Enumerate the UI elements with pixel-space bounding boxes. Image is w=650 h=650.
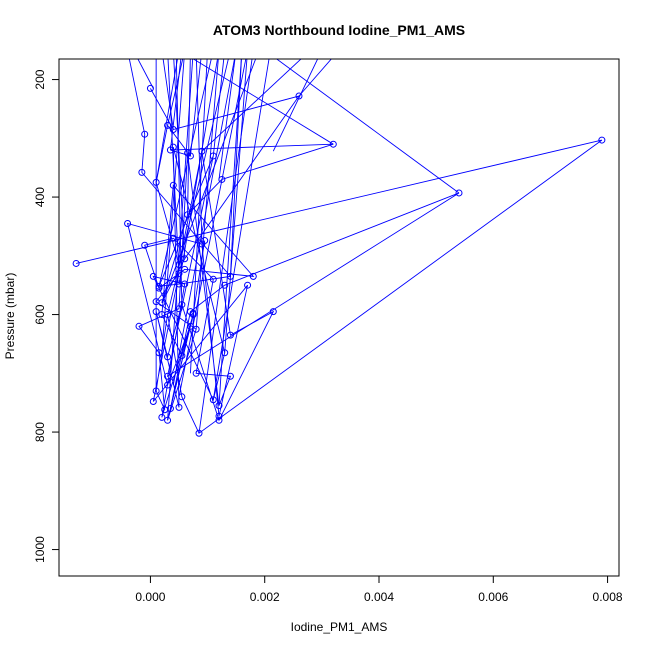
series-segment (275, 59, 460, 194)
data-point (135, 322, 143, 330)
series-segment (192, 59, 334, 145)
series-segment (161, 59, 185, 353)
series-segment (187, 59, 191, 215)
x-tick-label: 0.000 (135, 590, 165, 604)
data-point (178, 393, 186, 401)
y-tick-label: 600 (33, 304, 47, 324)
data-point (244, 281, 252, 289)
data-point (175, 280, 183, 288)
data-point (141, 241, 149, 249)
series-segment (178, 59, 218, 285)
chart-marks (72, 59, 606, 437)
data-point (149, 398, 157, 406)
series-segment (173, 59, 186, 259)
data-point (158, 299, 166, 307)
series-segment (195, 59, 219, 330)
data-point (141, 130, 149, 138)
plot-frame (58, 58, 620, 577)
x-tick-label: 0.004 (364, 590, 394, 604)
series-segment (155, 59, 178, 183)
series-segment (158, 59, 212, 287)
y-tick-label: 400 (33, 187, 47, 207)
data-point (226, 372, 234, 380)
series-segment (167, 59, 180, 274)
series-segment (189, 59, 202, 156)
series-segment (175, 59, 183, 305)
data-point (146, 84, 154, 92)
series-segment (137, 59, 154, 89)
data-point (329, 140, 337, 148)
y-tick-label: 1000 (33, 536, 47, 563)
data-point (164, 381, 172, 389)
series-segment (198, 59, 253, 434)
data-point (209, 396, 217, 404)
series-segment (298, 59, 332, 97)
data-point (215, 416, 223, 424)
data-point (598, 136, 606, 144)
data-point (164, 353, 172, 361)
data-point (295, 92, 303, 100)
data-point (158, 413, 166, 421)
data-point (221, 281, 229, 289)
x-axis-label: Iodine_PM1_AMS (291, 620, 388, 634)
series-segment (224, 59, 248, 353)
data-point (72, 259, 80, 267)
series-segment (218, 59, 236, 180)
chart-title: ATOM3 Northbound Iodine_PM1_AMS (213, 22, 465, 38)
series-segment (128, 59, 146, 135)
data-point (175, 403, 183, 411)
data-point (164, 121, 172, 129)
series-segment (218, 59, 242, 406)
data-point (138, 168, 146, 176)
y-tick-label: 200 (33, 69, 47, 89)
x-tick-label: 0.006 (478, 590, 508, 604)
y-tick-label: 800 (33, 422, 47, 442)
series-segment (167, 59, 194, 421)
data-point (215, 412, 223, 420)
data-point (455, 189, 463, 197)
y-axis-label: Pressure (mbar) (3, 273, 17, 360)
data-point (166, 405, 174, 413)
data-point (249, 272, 257, 280)
series-segment (178, 59, 247, 397)
series-segment (172, 59, 235, 386)
data-point (192, 369, 200, 377)
data-point (169, 181, 177, 189)
series-segment (272, 59, 319, 152)
x-tick-label: 0.008 (593, 590, 623, 604)
x-tick-label: 0.002 (250, 590, 280, 604)
series-segment (189, 59, 208, 374)
data-point (124, 220, 132, 227)
series-segment (195, 59, 203, 241)
